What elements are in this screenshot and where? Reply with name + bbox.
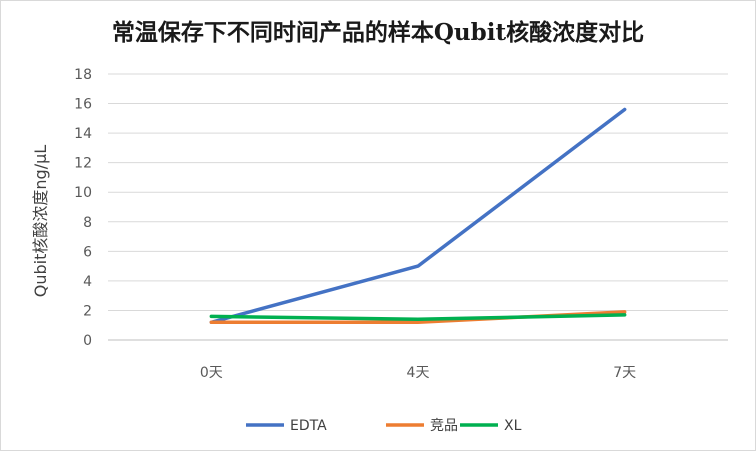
- x-axis-ticks: 0天 4天 7天: [200, 365, 636, 381]
- x-tick-label: 4天: [407, 365, 430, 381]
- y-tick-label: 12: [74, 156, 92, 172]
- y-tick-label: 10: [74, 185, 92, 201]
- series-line-2: [209, 313, 627, 322]
- legend-label: EDTA: [290, 418, 327, 434]
- y-tick-label: 2: [83, 303, 92, 319]
- chart-title: 常温保存下不同时间产品的样本Qubit核酸浓度对比: [112, 19, 644, 46]
- series-lines: [209, 107, 627, 325]
- x-tick-label: 0天: [200, 365, 223, 381]
- legend-label: XL: [504, 418, 522, 434]
- y-tick-label: 8: [83, 215, 92, 231]
- y-tick-label: 0: [83, 333, 92, 349]
- series-line-0: [209, 107, 627, 325]
- legend-label: 竞品: [430, 417, 458, 434]
- x-tick-label: 7天: [613, 365, 636, 381]
- y-tick-label: 16: [74, 97, 92, 113]
- gridlines: [108, 73, 728, 311]
- legend: EDTA 竞品 XL: [246, 417, 522, 434]
- y-tick-label: 6: [83, 244, 92, 260]
- y-tick-label: 14: [74, 126, 92, 142]
- y-axis-title: Qubit核酸浓度ng/μL: [31, 145, 50, 297]
- y-tick-label: 18: [74, 67, 92, 83]
- y-tick-label: 4: [83, 274, 92, 290]
- y-axis-ticks: 0 2 4 6 8 10 12 14 16 18: [74, 67, 92, 349]
